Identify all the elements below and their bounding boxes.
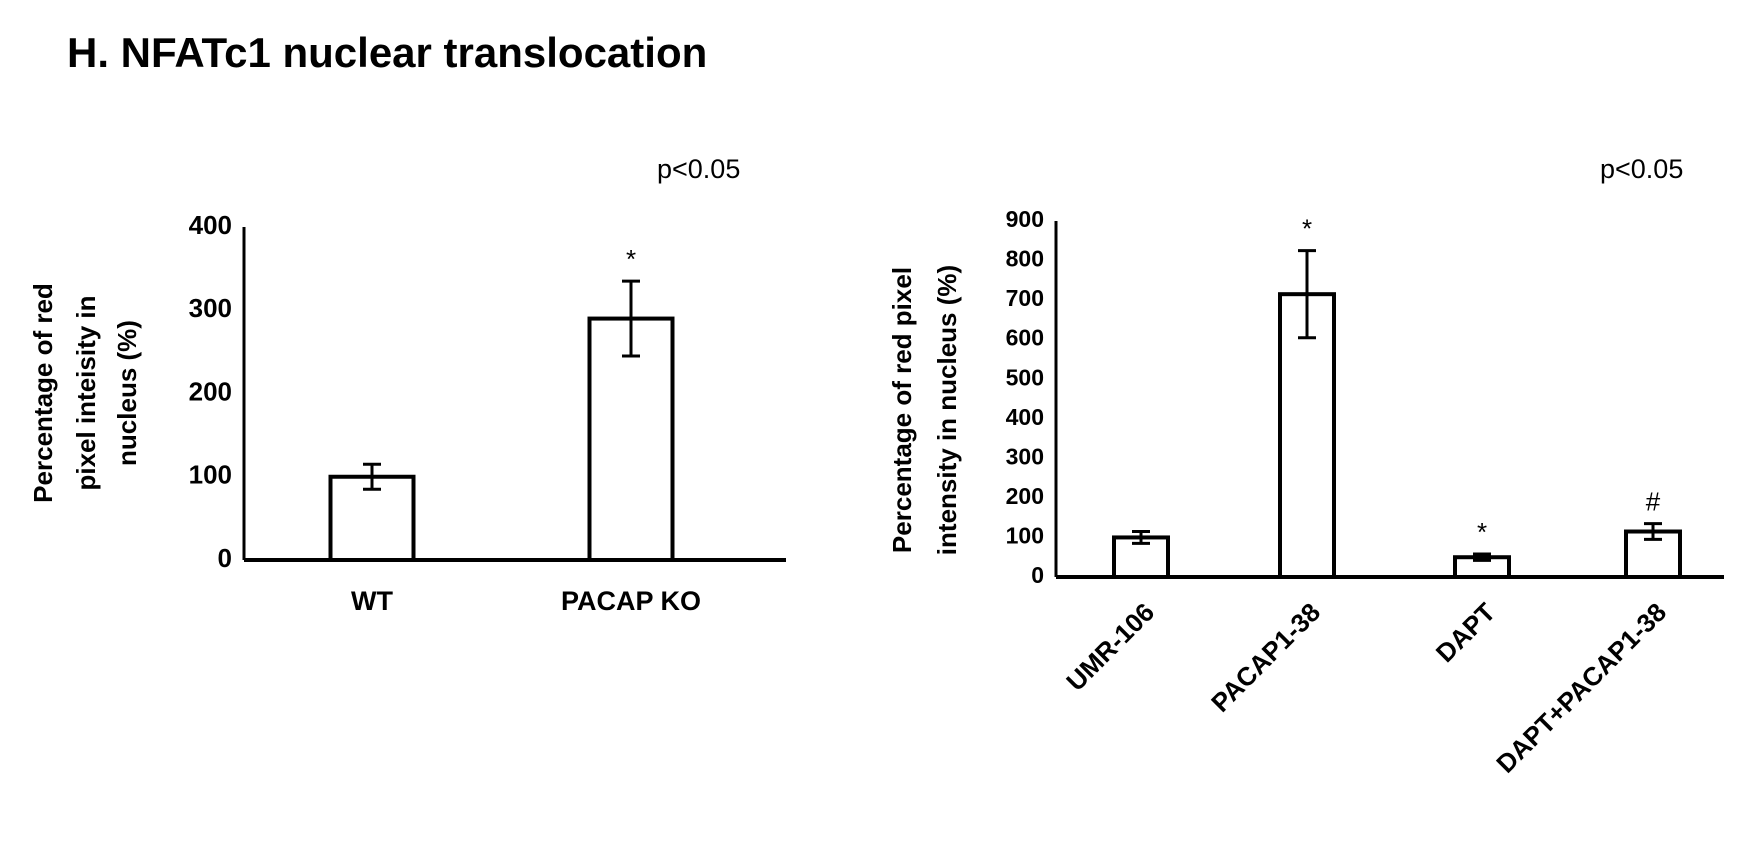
- x-tick-label: DAPT: [1430, 597, 1501, 668]
- x-tick-label: PACAP KO: [561, 586, 701, 616]
- bar: [1278, 292, 1336, 579]
- error-bar: [1132, 530, 1150, 545]
- x-tick-label: UMR-106: [1060, 597, 1160, 697]
- y-tick-label: 600: [1006, 325, 1044, 351]
- y-tick-label: 400: [1006, 404, 1044, 430]
- significance-marker: *: [1477, 517, 1487, 547]
- x-tick-label: PACAP1-38: [1205, 597, 1326, 718]
- error-bar: [1298, 249, 1316, 340]
- x-tick-label: DAPT+PACAP1-38: [1490, 597, 1672, 779]
- y-tick-label: 300: [189, 293, 232, 323]
- y-axis-label: pixel inteisity in: [71, 295, 101, 490]
- annotation-note: p<0.05: [657, 154, 740, 184]
- y-tick-label: 200: [1006, 483, 1044, 509]
- y-tick-label: 700: [1006, 285, 1044, 311]
- y-axis-label: Percentage of red: [28, 283, 58, 503]
- y-tick-label: 300: [1006, 443, 1044, 469]
- y-axis-label: Percentage of red pixel: [887, 267, 917, 553]
- significance-marker: *: [1302, 214, 1312, 244]
- x-tick-label: WT: [351, 586, 393, 616]
- error-bar: [1644, 522, 1662, 541]
- figure-title: H. NFATc1 nuclear translocation: [67, 29, 707, 76]
- y-tick-label: 0: [218, 543, 232, 573]
- y-tick-label: 100: [1006, 523, 1044, 549]
- chart: p<0.05 Percentage of red pixel inteisity i…: [28, 154, 786, 616]
- significance-marker: #: [1646, 486, 1661, 516]
- y-tick-label: 900: [1006, 206, 1044, 232]
- y-tick-label: 0: [1031, 562, 1044, 588]
- chart: p<0.05 Percentage of red pixel intensity i…: [887, 154, 1724, 779]
- y-axis-label: nucleus (%): [112, 320, 142, 466]
- y-tick-label: 500: [1006, 364, 1044, 390]
- y-tick-label: 400: [189, 210, 232, 240]
- y-tick-label: 200: [189, 376, 232, 406]
- error-bar: [622, 279, 640, 358]
- error-bar: [363, 462, 381, 491]
- significance-marker: *: [626, 244, 636, 274]
- y-tick-label: 100: [189, 460, 232, 490]
- error-bar: [1473, 552, 1491, 562]
- y-tick-label: 800: [1006, 246, 1044, 272]
- y-axis-label: intensity in nucleus (%): [932, 265, 962, 555]
- annotation-note: p<0.05: [1600, 154, 1683, 184]
